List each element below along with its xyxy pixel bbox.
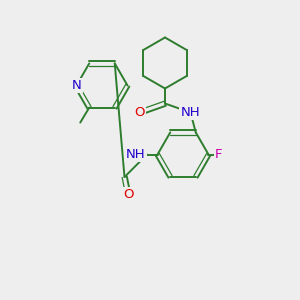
Text: NH: NH (181, 106, 200, 119)
Text: F: F (215, 148, 223, 161)
Text: N: N (72, 79, 81, 92)
Text: NH: NH (126, 148, 146, 161)
Text: O: O (134, 106, 145, 119)
Text: O: O (124, 188, 134, 202)
